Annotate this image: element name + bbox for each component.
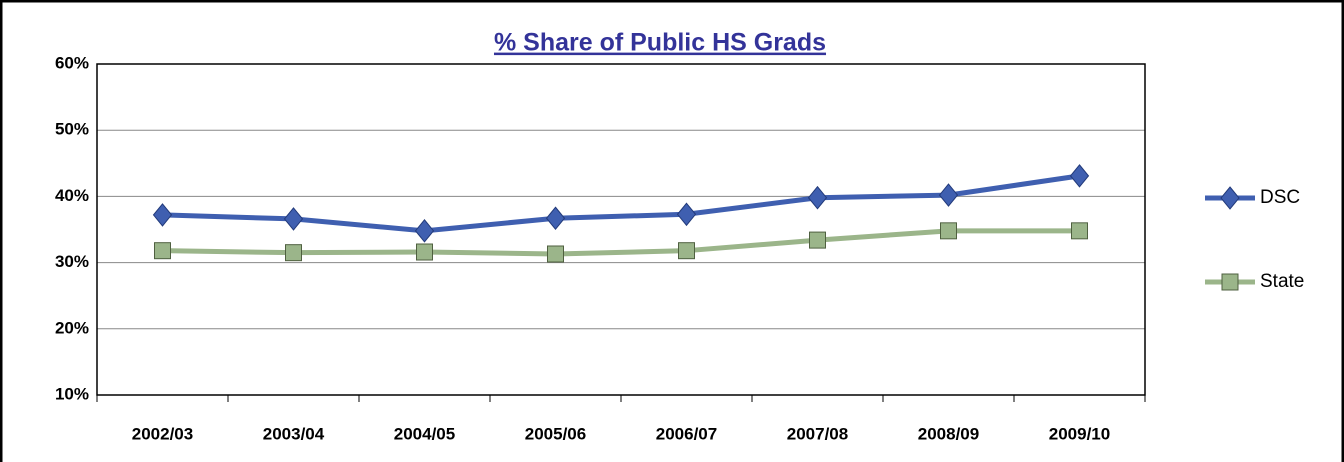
marker (678, 242, 695, 260)
x-tick-label: 2005/06 (525, 424, 586, 443)
marker (547, 245, 564, 263)
marker (1220, 186, 1240, 210)
y-tick-label: 20% (55, 318, 89, 337)
series-line (162, 228, 1080, 257)
marker (283, 207, 304, 231)
x-tick-label: 2002/03 (132, 424, 193, 443)
x-tick-label: 2006/07 (656, 424, 717, 443)
marker (1069, 164, 1090, 188)
y-tick-label: 30% (55, 252, 89, 271)
marker (154, 242, 171, 260)
y-tick-label: 40% (55, 186, 89, 205)
marker (545, 206, 566, 231)
series-line (162, 173, 1080, 234)
x-tick-label: 2007/08 (787, 424, 848, 443)
marker (152, 203, 173, 227)
marker (414, 219, 435, 243)
y-tick-label: 60% (55, 53, 89, 72)
marker (285, 244, 302, 262)
marker (1221, 273, 1239, 291)
x-tick-label: 2003/04 (263, 424, 325, 443)
x-tick-label: 2009/10 (1049, 424, 1110, 443)
marker (807, 185, 828, 210)
marker (676, 202, 697, 227)
marker (809, 231, 826, 249)
marker (1071, 222, 1088, 240)
marker (938, 183, 959, 207)
y-tick-label: 50% (55, 120, 89, 139)
legend-label: DSC (1260, 187, 1300, 208)
marker (416, 243, 433, 261)
legend-label: State (1260, 271, 1304, 292)
chart-title: % Share of Public HS Grads (494, 29, 826, 57)
marker (940, 222, 957, 240)
x-tick-label: 2004/05 (394, 424, 455, 443)
x-tick-label: 2008/09 (918, 424, 979, 443)
y-tick-label: 10% (55, 384, 89, 403)
